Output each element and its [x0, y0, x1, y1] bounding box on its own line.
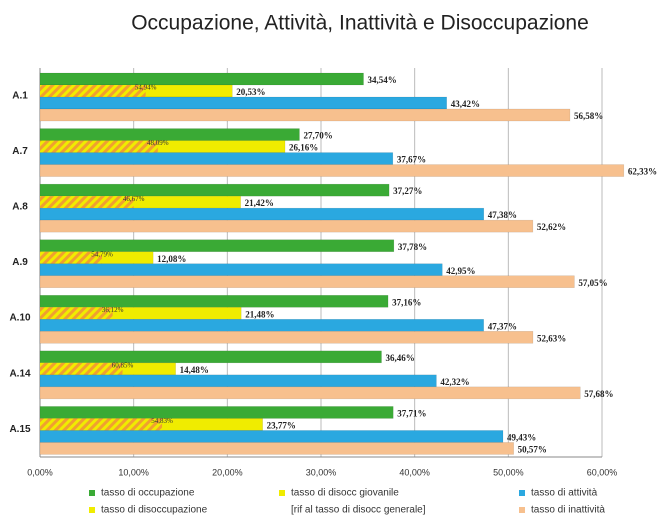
- value-label: 43,42%: [451, 99, 480, 109]
- category-label: A.1: [12, 90, 28, 101]
- bar: [39, 374, 437, 388]
- value-label: 21,42%: [245, 198, 274, 208]
- category-label: A.9: [12, 257, 28, 268]
- bar: [39, 183, 390, 197]
- legend-label: tasso di attività: [531, 488, 598, 499]
- value-label: 36,12%: [102, 306, 124, 314]
- x-tick-label: 20,00%: [212, 467, 243, 477]
- x-tick-label: 50,00%: [493, 467, 524, 477]
- x-tick-label: 10,00%: [118, 467, 149, 477]
- value-label: 47,38%: [488, 210, 517, 220]
- category-label: A.15: [9, 424, 31, 435]
- category-label: A.8: [12, 202, 28, 213]
- bar: [39, 219, 534, 233]
- value-label: 42,95%: [446, 266, 475, 276]
- category-label: A.14: [9, 368, 31, 379]
- chart-title: Occupazione, Attività, Inattività e Diso…: [131, 12, 589, 35]
- value-label: 42,32%: [440, 377, 469, 387]
- value-label: 37,16%: [392, 297, 421, 307]
- bar: [39, 430, 504, 443]
- value-label: 49,43%: [507, 432, 536, 442]
- value-label: 20,53%: [236, 87, 265, 97]
- value-label: 21,48%: [245, 309, 274, 319]
- value-label: 62,33%: [628, 167, 657, 177]
- x-tick-label: 40,00%: [399, 467, 430, 477]
- value-label: 54,79%: [91, 250, 113, 258]
- value-label: 27,70%: [303, 131, 332, 141]
- bar: [40, 307, 113, 320]
- value-label: 56,58%: [574, 111, 603, 121]
- bar: [39, 331, 534, 344]
- value-label: 37,67%: [397, 155, 426, 165]
- value-label: 57,68%: [584, 389, 613, 399]
- value-label: 36,46%: [386, 353, 415, 363]
- legend-swatch: [519, 507, 525, 513]
- value-label: 37,27%: [393, 186, 422, 196]
- bar: [39, 319, 484, 332]
- value-label: 60,85%: [112, 361, 134, 369]
- legend-label: tasso di disocc giovanile: [291, 488, 399, 499]
- value-label: 34,54%: [368, 75, 397, 85]
- value-label: 52,63%: [537, 333, 566, 343]
- legend-label: tasso di disoccupazione: [101, 505, 208, 516]
- bar: [40, 418, 163, 431]
- legend-swatch: [89, 490, 95, 496]
- bar: [39, 207, 485, 221]
- category-label: A.10: [9, 313, 31, 324]
- bar: [40, 85, 146, 97]
- x-tick-label: 0,00%: [27, 467, 53, 477]
- x-tick-label: 60,00%: [587, 467, 618, 477]
- bar: [39, 295, 389, 308]
- legend-swatch: [519, 490, 525, 496]
- value-label: 37,71%: [397, 408, 426, 418]
- bar: [40, 196, 134, 209]
- value-label: 26,16%: [289, 143, 318, 153]
- bar: [39, 263, 443, 276]
- bar: [39, 275, 575, 288]
- bar: [39, 164, 625, 177]
- legend-swatch: [279, 490, 285, 496]
- bar: [39, 442, 514, 455]
- bar: [39, 350, 382, 364]
- value-label: 23,77%: [267, 420, 296, 430]
- x-tick-label: 30,00%: [306, 467, 337, 477]
- value-label: 37,78%: [398, 242, 427, 252]
- bar: [39, 72, 364, 86]
- value-label: 14,48%: [180, 365, 209, 375]
- value-label: 52,62%: [537, 222, 566, 232]
- value-label: 47,37%: [488, 321, 517, 331]
- value-label: 48,09%: [147, 139, 169, 147]
- bar: [39, 108, 571, 122]
- bar: [39, 406, 394, 419]
- category-label: A.7: [12, 146, 28, 157]
- bar: [40, 362, 123, 375]
- legend-swatch: [89, 507, 95, 513]
- legend-label: tasso di inattività: [531, 505, 605, 516]
- value-label: 46,67%: [123, 195, 145, 203]
- value-label: 50,57%: [518, 444, 547, 454]
- value-label: 54,83%: [151, 417, 173, 425]
- bar: [40, 140, 158, 153]
- legend-note: [rif al tasso di disocc generale]: [291, 505, 426, 516]
- value-label: 12,08%: [157, 254, 186, 264]
- value-label: 54,94%: [135, 84, 157, 92]
- bar: [39, 96, 447, 110]
- value-label: 57,05%: [578, 278, 607, 288]
- bar: [39, 386, 581, 400]
- bar: [40, 251, 102, 264]
- bar: [39, 128, 300, 141]
- legend-label: tasso di occupazione: [101, 488, 195, 499]
- bar: [39, 152, 394, 165]
- bar: [39, 239, 395, 252]
